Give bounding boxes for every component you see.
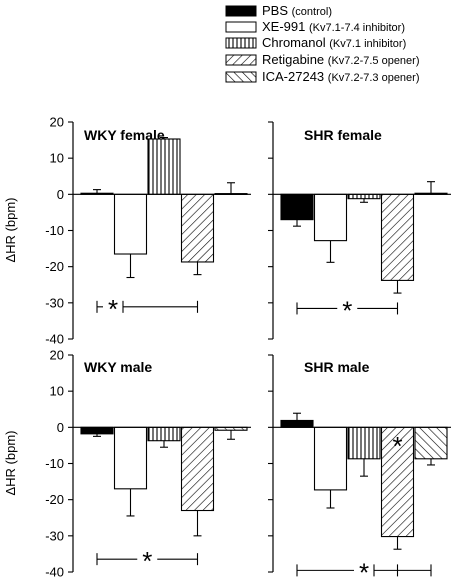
y-tick-label: -20 <box>45 492 64 507</box>
bar-chromanol <box>147 426 181 442</box>
significance-star: * <box>392 431 402 461</box>
bar-chromanol <box>347 426 381 460</box>
bar-retigabine <box>380 193 415 281</box>
bar-ica27243 <box>414 426 448 460</box>
legend-label-chromanol: Chromanol (Kv7.1 inhibitor) <box>262 35 406 50</box>
bar-pbs <box>80 426 114 435</box>
panel-wky-female: WKY female -40 -30 -20 -10 0 10 20 ΔHR (bpm) * <box>3 115 251 347</box>
y-tick-label: -40 <box>45 565 64 580</box>
y-tick-label: 0 <box>57 187 64 202</box>
legend-label-xe991: XE-991 (Kv7.1-7.4 inhibitor) <box>262 19 405 34</box>
legend-label-ica27243: ICA-27243 (Kv7.2-7.3 opener) <box>262 69 420 84</box>
legend-swatch-chromanol <box>225 37 257 49</box>
panel-title: SHR female <box>304 127 382 143</box>
significance-star: * <box>108 294 118 324</box>
significance-star: * <box>142 546 152 576</box>
panel-title: WKY female <box>84 127 165 143</box>
legend-item-ica27243: ICA-27243 (Kv7.2-7.3 opener) <box>225 69 420 84</box>
bar-chromanol <box>147 138 181 195</box>
bar-retigabine <box>180 193 215 263</box>
bar-xe991 <box>313 426 348 491</box>
significance-star: * <box>342 295 352 325</box>
legend: PBS (control) XE-991 (Kv7.1-7.4 inhibito… <box>225 3 420 84</box>
y-axis-label: ΔHR (bpm) <box>3 430 18 495</box>
y-tick-label: -10 <box>45 456 64 471</box>
legend-item-retigabine: Retigabine (Kv7.2-7.5 opener) <box>225 52 420 67</box>
bar-xe991 <box>113 193 148 255</box>
y-tick-label: 10 <box>50 384 64 399</box>
y-tick-label: 0 <box>57 420 64 435</box>
y-tick-label: 10 <box>50 151 64 166</box>
y-tick-label: 20 <box>50 348 64 363</box>
y-tick-label: -30 <box>45 295 64 310</box>
y-tick-label: -30 <box>45 528 64 543</box>
bar-xe991 <box>113 426 148 490</box>
significance-star: * <box>359 557 369 580</box>
legend-item-chromanol: Chromanol (Kv7.1 inhibitor) <box>225 35 406 50</box>
y-tick-label: 20 <box>50 115 64 130</box>
legend-item-pbs: PBS (control) <box>225 3 332 18</box>
panel-wky-male: WKY male -40 -30 -20 -10 0 10 20 ΔHR (bpm) * <box>3 348 251 580</box>
legend-label-pbs: PBS (control) <box>262 3 332 18</box>
bar-chromanol <box>347 193 381 200</box>
y-axis-label: ΔHR (bpm) <box>3 197 18 262</box>
bar-retigabine <box>180 426 215 512</box>
y-tick-label: -10 <box>45 223 64 238</box>
bar-retigabine <box>380 426 415 538</box>
panel-shr-male: SHR male * * <box>268 354 451 580</box>
bar-pbs <box>280 193 314 221</box>
panel-title: WKY male <box>84 359 152 375</box>
y-tick-label: -40 <box>45 332 64 347</box>
legend-swatch-xe991 <box>225 21 257 33</box>
legend-swatch-retigabine <box>225 54 257 66</box>
legend-swatch-pbs <box>225 5 257 17</box>
bar-pbs <box>280 419 314 428</box>
panel-title: SHR male <box>304 359 370 375</box>
legend-label-retigabine: Retigabine (Kv7.2-7.5 opener) <box>262 52 420 67</box>
legend-item-xe991: XE-991 (Kv7.1-7.4 inhibitor) <box>225 19 405 34</box>
panel-shr-female: SHR female * <box>268 121 451 340</box>
y-tick-label: -20 <box>45 259 64 274</box>
bar-xe991 <box>313 193 348 242</box>
legend-swatch-ica27243 <box>225 71 257 83</box>
